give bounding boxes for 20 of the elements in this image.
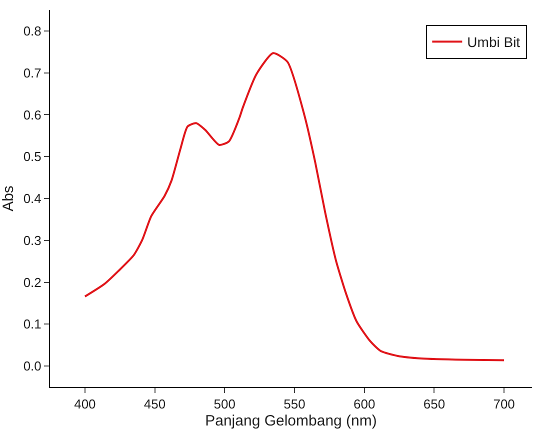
y-tick-label: 0.8 [23,23,42,38]
legend-label: Umbi Bit [467,34,520,50]
y-axis-title: Abs [0,186,17,212]
x-tick-label: 400 [74,396,96,412]
x-tick-label: 500 [214,396,236,412]
y-tick-label: 0.3 [23,232,42,248]
x-tick-label: 550 [284,396,306,412]
y-tick-label: 0.1 [23,316,42,332]
y-tick-label: 0.2 [23,274,42,290]
y-tick-label: 0.4 [23,191,42,206]
y-tick-label: 0.7 [23,65,42,80]
line-series [84,52,506,362]
y-tick-label: 0.0 [23,358,42,374]
x-tick-label: 650 [423,396,446,412]
y-tick-label: 0.6 [23,107,42,122]
x-tick-label: 450 [144,396,166,412]
x-axis-title: Panjang Gelombang (nm) [205,412,377,430]
x-tick-label: 600 [354,396,376,412]
x-tick-label: 700 [493,396,515,412]
y-tick-label: 0.5 [23,149,42,164]
